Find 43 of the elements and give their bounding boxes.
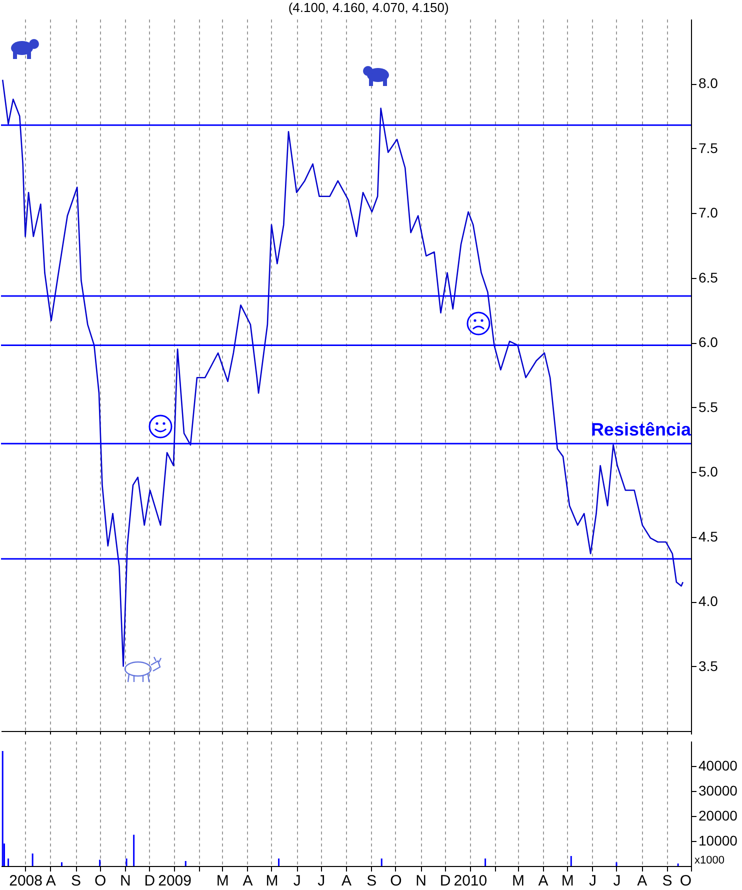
- x-tick-label: A: [341, 872, 352, 890]
- x-tick-label: A: [242, 872, 253, 890]
- y-tick-label: 8.0: [698, 75, 718, 92]
- x-tick-label: D: [144, 872, 156, 890]
- y-tick-label: 4.0: [698, 593, 718, 610]
- y-tick-label: 3.5: [698, 658, 718, 674]
- y-tick-label: 6.5: [698, 269, 718, 286]
- y-tick-label: 6.0: [698, 334, 718, 350]
- x-tick-label: A: [538, 872, 548, 890]
- x-tick-label: J: [588, 872, 596, 890]
- x-tick-label: N: [120, 872, 131, 890]
- x-tick-label: O: [390, 872, 402, 890]
- x-tick-label: A: [637, 872, 648, 890]
- x-tick-label: O: [680, 872, 692, 890]
- ref-line-label: Resistência: [590, 420, 692, 440]
- x-tick-label: O: [94, 872, 106, 890]
- x-tick-label: M: [512, 872, 524, 890]
- y-tick-label: 10000: [698, 832, 738, 848]
- x-tick-label: S: [71, 872, 82, 890]
- y-tick-label: 20000: [698, 808, 738, 824]
- y-axis-title: x1000: [694, 854, 724, 866]
- x-tick-label: D: [440, 872, 451, 890]
- x-tick-label: M: [216, 872, 229, 890]
- x-tick-label: J: [613, 872, 621, 890]
- x-tick-label: A: [46, 872, 56, 890]
- x-tick-label: M: [561, 872, 574, 890]
- y-tick-label: 7.0: [698, 204, 718, 221]
- chart-title: (4.100, 4.160, 4.070, 4.150): [288, 0, 449, 15]
- x-tick-label: J: [293, 872, 301, 890]
- y-tick-label: 4.5: [698, 528, 718, 544]
- x-tick-label: S: [366, 872, 377, 890]
- x-tick-label: N: [416, 872, 426, 890]
- y-tick-label: 5.0: [698, 464, 718, 480]
- x-tick-label: S: [662, 872, 672, 890]
- x-tick-label: 2009: [158, 872, 192, 890]
- y-tick-label: 30000: [698, 782, 738, 798]
- y-tick-label: 40000: [698, 758, 738, 774]
- y-tick-label: 5.5: [698, 398, 718, 415]
- x-tick-label: 2008: [9, 872, 42, 890]
- x-tick-label: 2010: [454, 872, 488, 890]
- x-tick-label: J: [318, 872, 326, 890]
- x-tick-label: M: [266, 872, 278, 890]
- y-tick-label: 7.5: [698, 140, 718, 156]
